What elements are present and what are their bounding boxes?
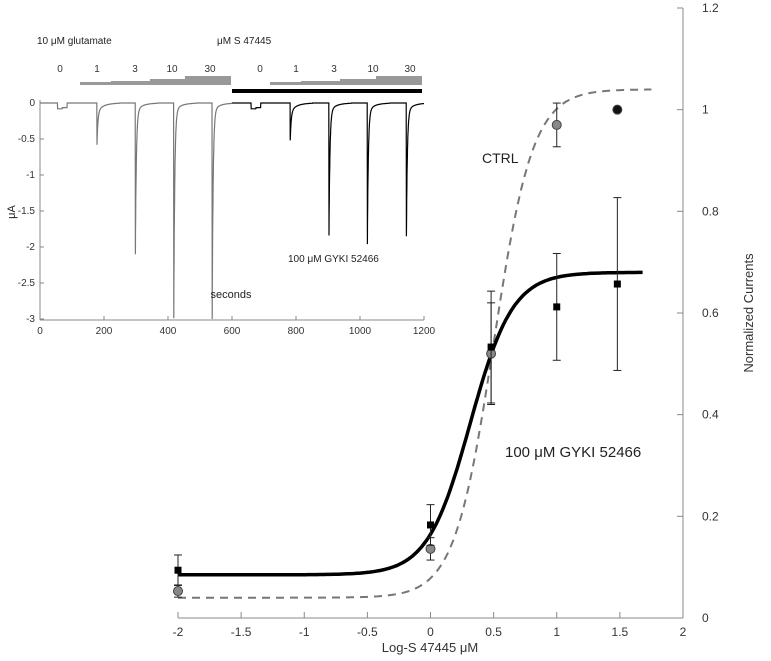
concentration-label: 10 xyxy=(367,64,379,75)
y-axis-label: Normalized Currents xyxy=(741,253,756,373)
y-tick-label: 0.8 xyxy=(702,204,719,218)
glutamate-label: 10 μM glutamate xyxy=(37,36,112,47)
x-tick-label: 2 xyxy=(680,625,687,639)
concentration-label: 30 xyxy=(204,64,216,75)
main-chart: -2 -1.5 -1 -0.5 0 0.5 1 1.5 2 0 0.2 0.4 0.6 0.8 1 1.2 C… xyxy=(173,1,756,655)
gyki-trace xyxy=(232,102,424,245)
y-tick-label: 1 xyxy=(702,103,709,117)
concentration-ramp-control xyxy=(80,76,231,85)
inset-y-tick-label: -1 xyxy=(26,170,35,181)
concentration-label: 1 xyxy=(293,64,299,75)
concentration-label: 1 xyxy=(94,64,100,75)
ctrl-fit-curve xyxy=(178,88,652,599)
concentration-label: 10 xyxy=(166,64,178,75)
inset-y-tick-label: -0.5 xyxy=(18,134,36,145)
x-tick-label: -2 xyxy=(173,625,184,639)
inset-y-tick-label: -1.5 xyxy=(18,206,36,217)
gyki-fit-curve xyxy=(178,270,643,577)
concentration-ramp-gyki xyxy=(270,76,422,85)
x-tick-label: 1.5 xyxy=(612,625,629,639)
concentration-label: 0 xyxy=(257,64,263,75)
inset-x-tick-label: 600 xyxy=(224,326,241,337)
y-tick-label: 0.4 xyxy=(702,408,719,422)
gyki-application-bar xyxy=(232,89,422,93)
ctrl-point xyxy=(612,104,623,115)
inset-x-tick-label: 800 xyxy=(288,326,305,337)
inset-x-tick-label: 400 xyxy=(160,326,177,337)
gyki-point xyxy=(174,566,182,574)
inset-x-tick-label: 1200 xyxy=(413,326,436,337)
inset-y-tick-label: -2.5 xyxy=(18,278,36,289)
inset-y-tick-label: -3 xyxy=(26,314,35,325)
concentration-label: 30 xyxy=(404,64,416,75)
control-trace xyxy=(40,102,232,320)
inset-y-tick-label: -2 xyxy=(26,242,35,253)
y-tick-label: 0.2 xyxy=(702,509,719,523)
x-tick-label: 1 xyxy=(553,625,560,639)
y-tick-label: 0.6 xyxy=(702,306,719,320)
x-tick-label: -0.5 xyxy=(357,625,378,639)
concentration-label: 0 xyxy=(57,64,63,75)
ctrl-point xyxy=(551,119,562,130)
inset-gyki-label: 100 μM GYKI 52466 xyxy=(288,254,379,265)
inset-y-label: μA xyxy=(6,205,18,219)
x-tick-label: 0 xyxy=(427,625,434,639)
inset-x-tick-label: 0 xyxy=(37,326,43,337)
gyki-point xyxy=(613,280,621,288)
s47445-label: μM S 47445 xyxy=(217,36,272,47)
gyki-point xyxy=(487,343,495,351)
concentration-label: 3 xyxy=(132,64,138,75)
concentration-label: 3 xyxy=(331,64,337,75)
ctrl-label: CTRL xyxy=(482,150,519,166)
gyki-label: 100 μM GYKI 52466 xyxy=(505,444,641,461)
x-tick-label: 0.5 xyxy=(485,625,502,639)
inset-x-tick-label: 200 xyxy=(96,326,113,337)
inset-x-label: seconds xyxy=(211,289,252,301)
gyki-point xyxy=(553,303,561,311)
inset-chart: 0 200 400 600 800 1000 12000-0.5-1-1.5-2-2.5-3… xyxy=(6,36,436,337)
ctrl-point xyxy=(173,586,183,597)
inset-x-tick-label: 1000 xyxy=(349,326,372,337)
x-tick-label: -1 xyxy=(299,625,310,639)
x-tick-label: -1.5 xyxy=(231,625,252,639)
y-tick-label: 1.2 xyxy=(702,1,719,15)
x-axis-label: Log-S 47445 μM xyxy=(382,640,478,655)
gyki-point xyxy=(427,521,434,529)
y-tick-label: 0 xyxy=(702,611,709,625)
inset-y-tick-label: 0 xyxy=(29,98,35,109)
